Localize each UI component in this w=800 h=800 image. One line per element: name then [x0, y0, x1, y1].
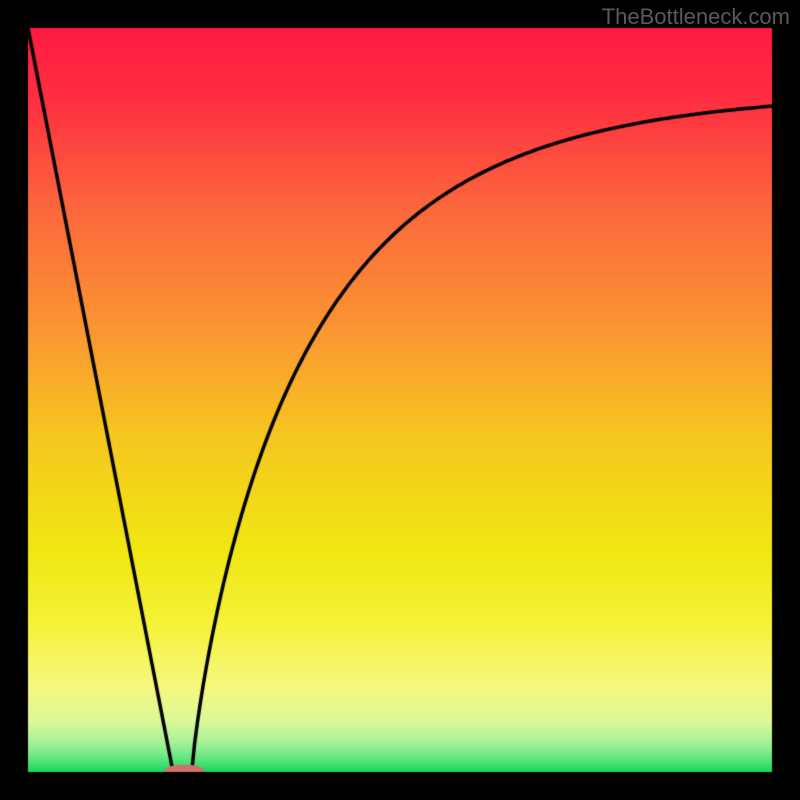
bottleneck-chart [0, 0, 800, 800]
chart-container: TheBottleneck.com [0, 0, 800, 800]
watermark-text: TheBottleneck.com [602, 4, 790, 30]
